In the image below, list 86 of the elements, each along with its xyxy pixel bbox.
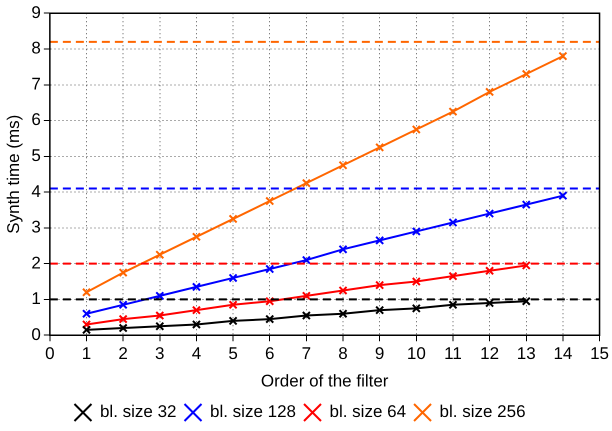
point — [302, 291, 311, 300]
point — [558, 52, 568, 61]
point — [485, 87, 494, 96]
point — [265, 314, 274, 324]
x-tick-label: 5 — [228, 344, 238, 364]
point — [338, 160, 348, 170]
point — [228, 300, 238, 310]
point — [522, 260, 531, 270]
point — [338, 286, 348, 296]
x-axis-title: Order of the filter — [260, 371, 389, 390]
y-tick-label: 7 — [31, 74, 41, 94]
point — [155, 322, 164, 331]
point — [375, 306, 384, 315]
x-tick-label: 1 — [82, 344, 92, 364]
x-tick-label: 8 — [338, 344, 348, 364]
point — [375, 142, 384, 152]
point — [522, 200, 531, 210]
point — [82, 309, 92, 318]
point — [485, 266, 494, 276]
point — [118, 324, 128, 333]
point — [558, 191, 568, 200]
point — [448, 272, 458, 281]
point — [265, 196, 274, 206]
point — [522, 69, 531, 79]
point — [192, 232, 201, 242]
point — [302, 256, 311, 265]
point — [155, 310, 164, 320]
x-tick-label: 0 — [45, 344, 55, 364]
point — [82, 320, 92, 329]
y-tick-label: 3 — [31, 218, 41, 237]
x-tick-label: 13 — [516, 344, 536, 364]
point — [375, 236, 384, 245]
point — [155, 291, 164, 300]
x-tick-label: 6 — [264, 344, 274, 364]
x-tick-label: 3 — [155, 344, 165, 364]
x-tick-label: 9 — [374, 344, 384, 364]
point — [448, 300, 458, 310]
y-tick-label: 2 — [31, 253, 41, 272]
point — [118, 300, 128, 310]
legend-label: bl. size 64 — [330, 402, 406, 422]
y-tick-label: 6 — [31, 110, 41, 130]
point — [522, 296, 531, 306]
x-tick-label: 14 — [553, 344, 572, 364]
point — [485, 298, 494, 308]
point — [228, 316, 238, 326]
point — [228, 273, 238, 282]
point — [485, 209, 494, 218]
legend-label: bl. size 32 — [100, 402, 177, 422]
point — [82, 288, 92, 297]
y-tick-label: 9 — [31, 2, 41, 22]
point — [118, 268, 128, 278]
y-tick-label: 0 — [31, 324, 41, 344]
y-tick-label: 4 — [31, 182, 41, 201]
point — [448, 218, 458, 228]
point — [412, 124, 421, 134]
y-axis-title: Synth time (ms) — [4, 114, 23, 234]
point — [192, 282, 201, 292]
point — [412, 226, 421, 236]
point — [82, 325, 92, 334]
point — [265, 264, 274, 274]
point — [448, 107, 458, 116]
x-tick-label: 12 — [480, 344, 500, 364]
point — [265, 296, 274, 306]
x-tick-label: 10 — [406, 344, 426, 364]
x-tick-label: 15 — [590, 344, 610, 364]
point — [118, 314, 128, 324]
x-tick-label: 11 — [444, 344, 462, 364]
point — [338, 244, 348, 254]
y-tick-label: 5 — [31, 146, 41, 165]
x-tick-label: 7 — [302, 344, 312, 364]
legend-label: bl. size 128 — [210, 402, 296, 422]
point — [192, 320, 201, 329]
point — [192, 306, 201, 315]
point — [412, 277, 421, 286]
y-tick-label: 1 — [31, 289, 41, 308]
point — [375, 280, 384, 290]
x-tick-label: 4 — [192, 344, 202, 364]
legend-label: bl. size 256 — [440, 402, 526, 422]
point — [412, 304, 421, 313]
point — [302, 310, 311, 320]
point — [155, 250, 164, 260]
point — [228, 214, 238, 224]
point — [338, 309, 348, 318]
y-tick-label: 8 — [31, 38, 41, 58]
point — [302, 178, 311, 188]
x-tick-label: 2 — [118, 344, 128, 364]
